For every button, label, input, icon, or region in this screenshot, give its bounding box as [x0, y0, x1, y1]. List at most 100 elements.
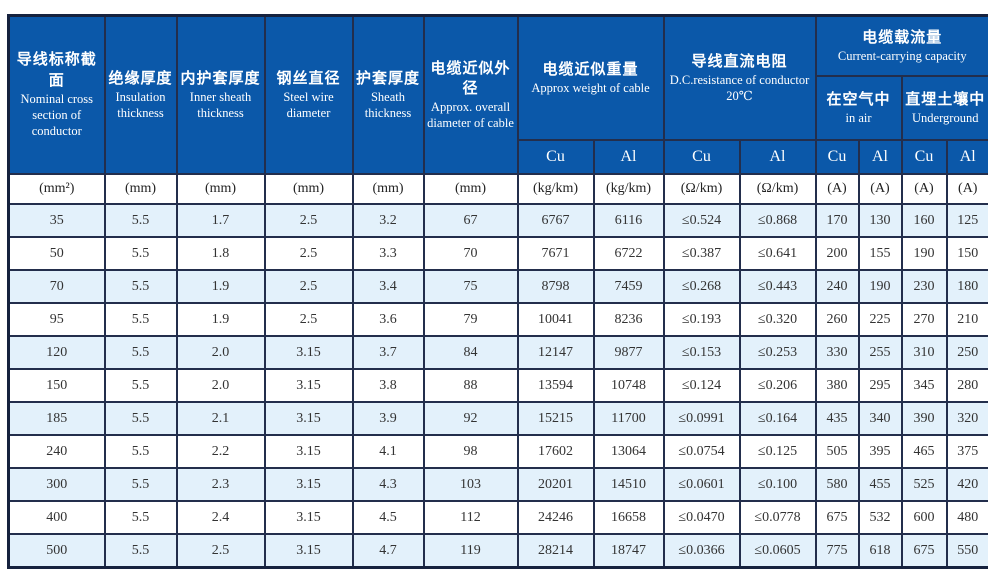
data-cell: 92 [422, 401, 519, 436]
unit-cell: (mm) [175, 173, 266, 205]
data-cell: 4.3 [351, 467, 425, 502]
data-cell: 5.5 [103, 533, 178, 569]
data-cell: 3.15 [263, 500, 354, 535]
data-cell: 230 [900, 269, 948, 304]
data-cell: 2.3 [175, 467, 266, 502]
unit-cell: (mm²) [7, 173, 106, 205]
metal-header-cu: Cu [814, 139, 860, 175]
data-cell: 395 [857, 434, 903, 469]
data-cell: 5.5 [103, 269, 178, 304]
group-header-en: D.C.resistance of conductor 20℃ [669, 72, 810, 104]
data-cell: ≤0.0470 [662, 500, 741, 535]
data-cell: 6722 [592, 236, 665, 271]
data-cell: 3.4 [351, 269, 425, 304]
data-cell: 3.15 [263, 467, 354, 502]
data-cell: 185 [7, 401, 106, 436]
subgroup-header-en: in air [845, 111, 872, 125]
unit-cell: (Ω/km) [662, 173, 741, 205]
data-cell: 580 [814, 467, 860, 502]
data-cell: 13594 [516, 368, 595, 403]
col-header-zh: 电缆近似外径 [430, 60, 511, 97]
data-cell: ≤0.868 [738, 203, 817, 238]
data-cell: 250 [945, 335, 988, 370]
data-cell: 3.6 [351, 302, 425, 337]
data-cell: ≤0.0778 [738, 500, 817, 535]
data-cell: 2.5 [263, 269, 354, 304]
data-cell: 280 [945, 368, 988, 403]
col-header-inner-sheath-thickness: 内护套厚度 Inner sheath thickness [175, 14, 266, 175]
data-cell: 4.1 [351, 434, 425, 469]
data-cell: 3.15 [263, 401, 354, 436]
data-cell: 18747 [592, 533, 665, 569]
col-header-en: Insulation thickness [115, 89, 166, 121]
data-cell: 14510 [592, 467, 665, 502]
data-cell: 1.8 [175, 236, 266, 271]
data-cell: 95 [7, 302, 106, 337]
subgroup-header-en: Underground [912, 111, 979, 125]
data-cell: 180 [945, 269, 988, 304]
data-cell: 119 [422, 533, 519, 569]
data-cell: 525 [900, 467, 948, 502]
data-cell: 5.5 [103, 302, 178, 337]
col-header-zh: 导线标称截面 [16, 52, 97, 89]
data-cell: 675 [900, 533, 948, 569]
data-cell: 155 [857, 236, 903, 271]
data-cell: 84 [422, 335, 519, 370]
col-header-overall-diameter: 电缆近似外径 Approx. overall diameter of cable [422, 14, 519, 175]
data-cell: 550 [945, 533, 988, 569]
table-row: 50 5.5 1.8 2.5 3.3 70 7671 6722 ≤0.387 ≤0.641 200 1… [7, 236, 988, 271]
table-row: 150 5.5 2.0 3.15 3.8 88 13594 10748 ≤0.124 ≤0.206… [7, 368, 988, 403]
group-header-dc-resistance: 导线直流电阻 D.C.resistance of conductor 20℃ [662, 14, 817, 141]
data-cell: 160 [900, 203, 948, 238]
col-header-sheath-thickness: 护套厚度 Sheath thickness [351, 14, 425, 175]
unit-cell: (A) [900, 173, 948, 205]
group-header-en: Current-carrying capacity [837, 49, 967, 63]
table-row: 185 5.5 2.1 3.15 3.9 92 15215 11700 ≤0.0991 ≤0.16… [7, 401, 988, 436]
data-cell: 8236 [592, 302, 665, 337]
data-cell: 1.9 [175, 269, 266, 304]
subgroup-header-in-air: 在空气中 in air [814, 75, 903, 141]
data-cell: 420 [945, 467, 988, 502]
col-header-en: Steel wire diameter [283, 89, 334, 121]
data-cell: ≤0.125 [738, 434, 817, 469]
data-cell: 600 [900, 500, 948, 535]
data-cell: 103 [422, 467, 519, 502]
data-cell: 3.9 [351, 401, 425, 436]
data-cell: 4.5 [351, 500, 425, 535]
data-cell: 505 [814, 434, 860, 469]
table-row: 95 5.5 1.9 2.5 3.6 79 10041 8236 ≤0.193 ≤0.320 260… [7, 302, 988, 337]
data-cell: 17602 [516, 434, 595, 469]
unit-cell: (A) [814, 173, 860, 205]
data-cell: 5.5 [103, 401, 178, 436]
data-cell: 2.1 [175, 401, 266, 436]
data-cell: 455 [857, 467, 903, 502]
metal-header-al: Al [738, 139, 817, 175]
data-cell: 210 [945, 302, 988, 337]
data-cell: 255 [857, 335, 903, 370]
metal-header-al: Al [592, 139, 665, 175]
group-header-zh: 电缆近似重量 [542, 61, 639, 78]
metal-header-al: Al [857, 139, 903, 175]
data-cell: 98 [422, 434, 519, 469]
data-cell: 15215 [516, 401, 595, 436]
group-header-current-capacity: 电缆载流量 Current-carrying capacity [814, 14, 988, 77]
col-header-zh: 钢丝直径 [276, 70, 341, 87]
data-cell: 330 [814, 335, 860, 370]
data-cell: ≤0.268 [662, 269, 741, 304]
data-cell: 390 [900, 401, 948, 436]
data-cell: ≤0.164 [738, 401, 817, 436]
col-header-insulation-thickness: 绝缘厚度 Insulation thickness [103, 14, 178, 175]
data-cell: ≤0.206 [738, 368, 817, 403]
data-cell: 190 [900, 236, 948, 271]
data-cell: 125 [945, 203, 988, 238]
data-cell: 2.0 [175, 368, 266, 403]
data-cell: 532 [857, 500, 903, 535]
data-cell: 5.5 [103, 203, 178, 238]
data-cell: 380 [814, 368, 860, 403]
data-cell: 170 [814, 203, 860, 238]
data-cell: 67 [422, 203, 519, 238]
data-cell: 310 [900, 335, 948, 370]
data-cell: 88 [422, 368, 519, 403]
data-cell: ≤0.253 [738, 335, 817, 370]
data-cell: 6767 [516, 203, 595, 238]
